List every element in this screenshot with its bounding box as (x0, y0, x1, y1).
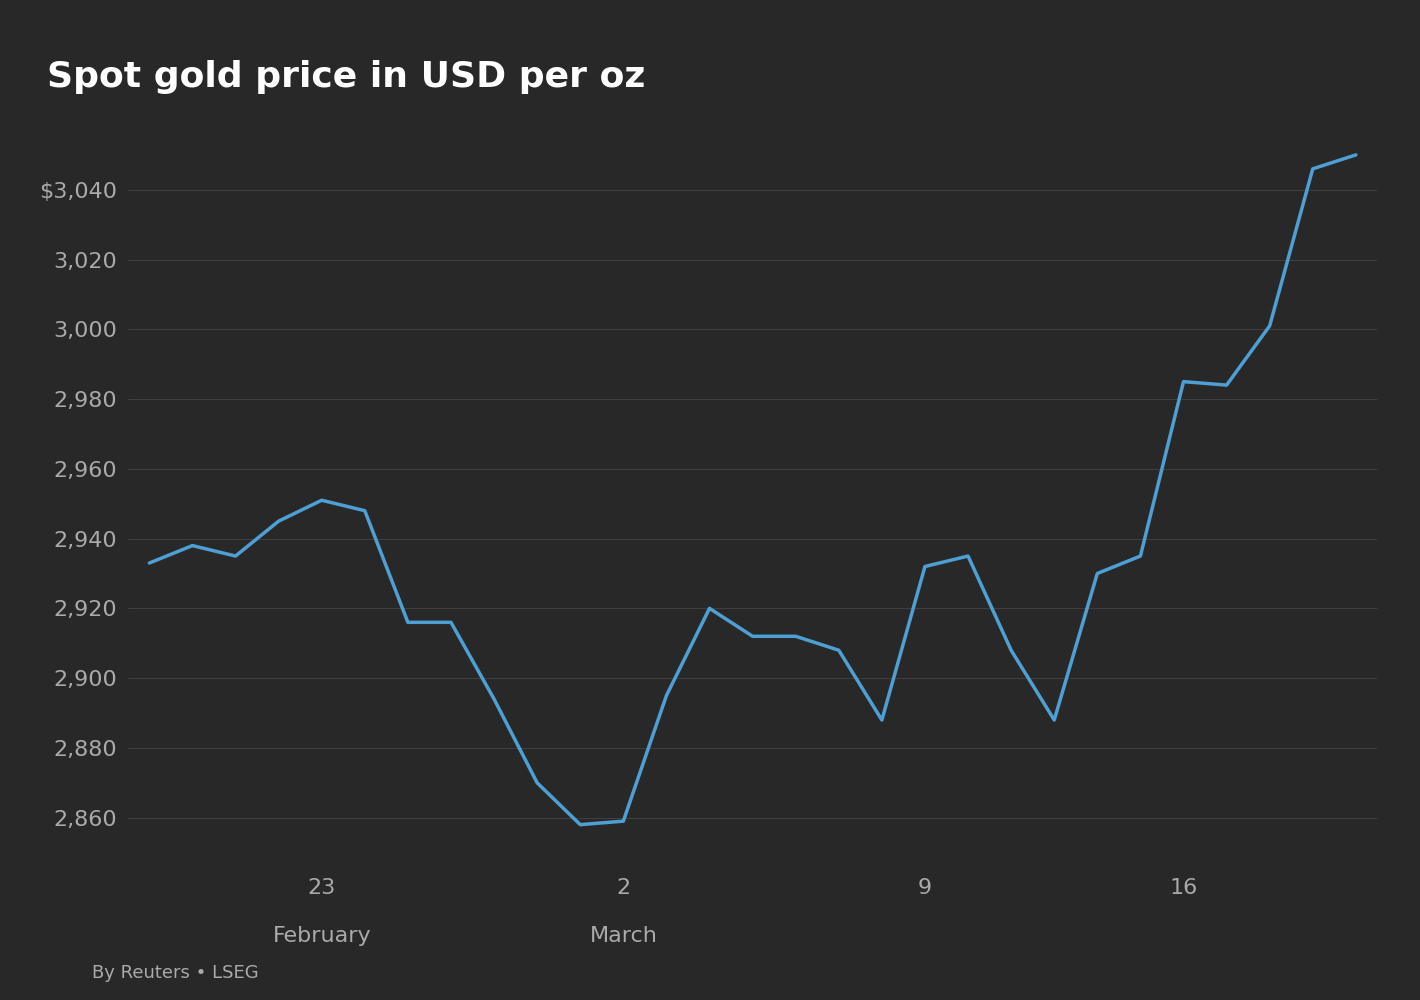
Text: Spot gold price in USD per oz: Spot gold price in USD per oz (47, 60, 645, 94)
Text: By Reuters • LSEG: By Reuters • LSEG (92, 964, 258, 982)
Text: February: February (273, 926, 371, 946)
Text: March: March (589, 926, 657, 946)
